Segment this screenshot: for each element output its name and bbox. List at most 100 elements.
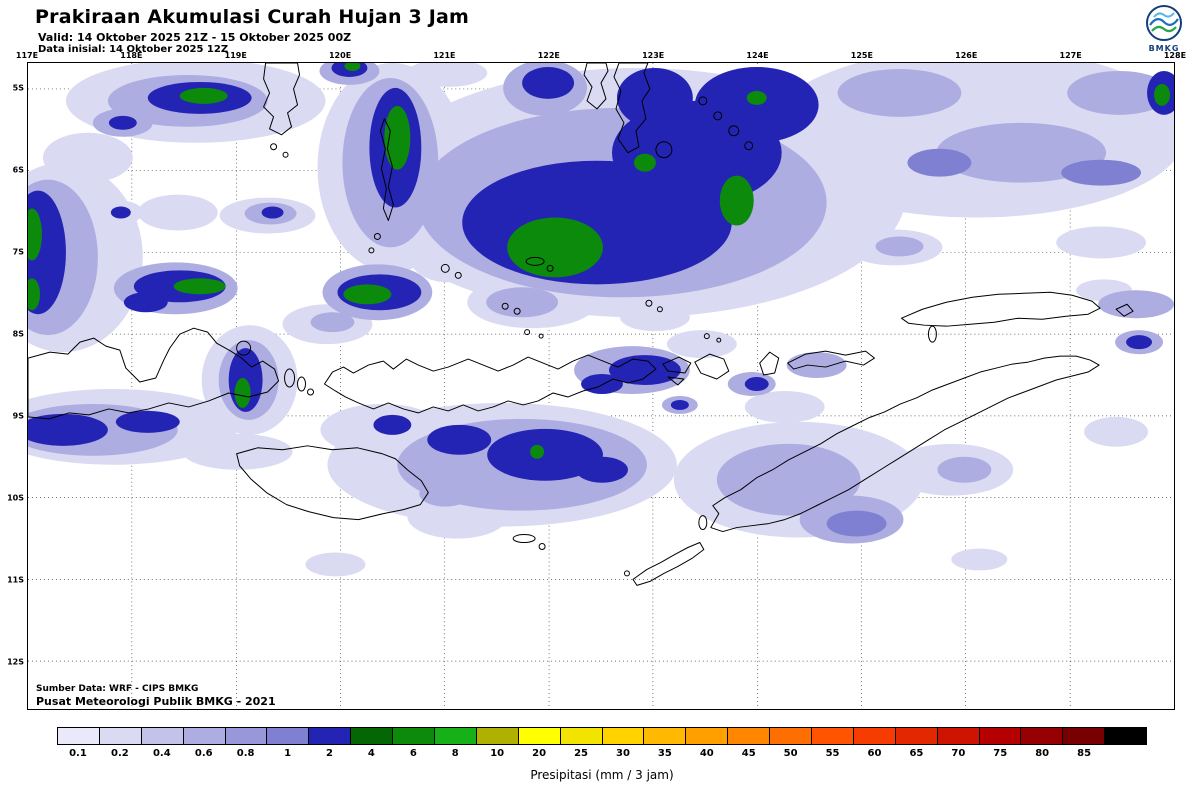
lat-label: 8S [12, 329, 24, 339]
lon-label: 120E [328, 51, 352, 60]
colorbar-swatch [1021, 728, 1064, 744]
colorbar-swatch [99, 728, 142, 744]
lat-label: 10S [7, 493, 24, 503]
colorbar-caption: Presipitasi (mm / 3 jam) [530, 768, 674, 782]
map-frame: Sumber Data: WRF - CIPS BMKG Pusat Meteo… [27, 62, 1175, 710]
colorbar-swatch [183, 728, 226, 744]
colorbar-tick-label: 4 [367, 748, 375, 759]
island-kisar [1115, 303, 1134, 317]
colorbar-tick-label: 65 [909, 748, 924, 759]
precipitation-colorbar [57, 727, 1147, 745]
colorbar-tick-label: 85 [1077, 748, 1092, 759]
coastlines-layer [28, 63, 1134, 586]
colorbar-swatch [309, 728, 352, 744]
valid-time-line: Valid: 14 Oktober 2025 21Z - 15 Oktober … [38, 31, 352, 44]
colorbar-swatch [225, 728, 268, 744]
island-selayar [379, 118, 394, 222]
colorbar-swatch [770, 728, 813, 744]
colorbar-swatch [728, 728, 771, 744]
lon-label: 117E [15, 51, 39, 60]
colorbar-swatch [1105, 728, 1147, 744]
island-alor [787, 350, 876, 370]
precipitation-map [28, 63, 1174, 709]
island-timor [710, 355, 1100, 533]
colorbar-tick-label: 1 [284, 748, 292, 759]
precipitation-layer [28, 63, 1174, 577]
lon-label: 125E [850, 51, 873, 60]
colorbar-tick-label: 0.1 [69, 748, 87, 759]
lat-label: 6S [12, 165, 24, 175]
colorbar-swatch [267, 728, 310, 744]
colorbar-swatch [686, 728, 729, 744]
island-sangeang [236, 340, 252, 356]
colorbar-tick-label: 10 [490, 748, 505, 759]
island-sumbawa [28, 327, 280, 420]
colorbar-swatch [1063, 728, 1106, 744]
bmkg-logo-icon [1146, 5, 1182, 41]
colorbar-swatch [979, 728, 1022, 744]
island-rote [632, 542, 705, 586]
colorbar-swatch [602, 728, 645, 744]
colorbar-swatch [853, 728, 896, 744]
colorbar-tick-label: 6 [409, 748, 417, 759]
colorbar-swatch [435, 728, 477, 744]
colorbar-swatch [560, 728, 603, 744]
island-semau [698, 515, 708, 531]
island-flores [323, 354, 657, 414]
lon-label: 126E [955, 51, 978, 60]
colorbar-swatch [518, 728, 561, 744]
colorbar-tick-label: 20 [532, 748, 547, 759]
colorbar-swatch [58, 728, 100, 744]
colorbar-swatch [812, 728, 854, 744]
lon-label: 123E [642, 51, 665, 60]
lon-label: 124E [746, 51, 769, 60]
colorbar-tick-label: 2 [326, 748, 333, 759]
colorbar-tick-label: 0.2 [111, 748, 129, 759]
colorbar-labels: 0.1 0.2 0.4 0.6 0.8 1 2 4 6 8 10 20 25 30 35 40 45 50 55 60… [57, 748, 1147, 759]
colorbar-swatch [644, 728, 687, 744]
colorbar-tick-label [1105, 748, 1147, 759]
lon-label: 122E [537, 51, 560, 60]
island-atauro [927, 325, 937, 343]
island-wetar [900, 291, 1101, 327]
lat-label: 9S [12, 411, 24, 421]
colorbar-tick-label: 0.6 [194, 748, 213, 759]
island-buton [613, 63, 651, 154]
colorbar-tick-label: 0.8 [236, 748, 255, 759]
colorbar-tick-label: 60 [867, 748, 882, 759]
colorbar-swatch [351, 728, 394, 744]
source-line-1: Sumber Data: WRF - CIPS BMKG [36, 684, 199, 694]
colorbar-tick-label: 25 [574, 748, 588, 759]
lat-label: 12S [7, 657, 24, 667]
colorbar-tick-label: 45 [741, 748, 756, 759]
bmkg-logo-label: BMKG [1148, 44, 1180, 53]
colorbar-swatch [895, 728, 938, 744]
colorbar-swatch [476, 728, 519, 744]
colorbar-tick-label: 0.4 [152, 748, 171, 759]
lon-label: 121E [433, 51, 456, 60]
lat-label: 11S [7, 575, 24, 585]
colorbar-tick-label: 80 [1035, 748, 1050, 759]
colorbar-swatch [937, 728, 980, 744]
page-title: Prakiraan Akumulasi Curah Hujan 3 Jam [35, 6, 470, 28]
colorbar-tick-label: 75 [993, 748, 1008, 759]
island-sumba [236, 445, 429, 521]
colorbar-swatch [393, 728, 436, 744]
colorbar-tick-label: 35 [657, 748, 672, 759]
sulawesi-tip [263, 63, 301, 136]
colorbar-swatch [141, 728, 184, 744]
colorbar-tick-label: 8 [451, 748, 459, 759]
colorbar-tick-label: 70 [951, 748, 966, 759]
bmkg-logo: BMKG [1140, 3, 1188, 53]
source-line-2: Pusat Meteorologi Publik BMKG - 2021 [36, 695, 276, 708]
colorbar-tick-label: 40 [699, 748, 714, 759]
colorbar-tick-label: 55 [825, 748, 840, 759]
init-time-line: Data inisial: 14 Oktober 2025 12Z [38, 44, 229, 55]
island-muna [583, 63, 609, 110]
lat-label: 7S [12, 247, 24, 257]
lat-label: 5S [12, 83, 24, 93]
colorbar-tick-label: 50 [783, 748, 798, 759]
lon-label: 127E [1059, 51, 1082, 60]
colorbar-tick-label: 30 [615, 748, 630, 759]
